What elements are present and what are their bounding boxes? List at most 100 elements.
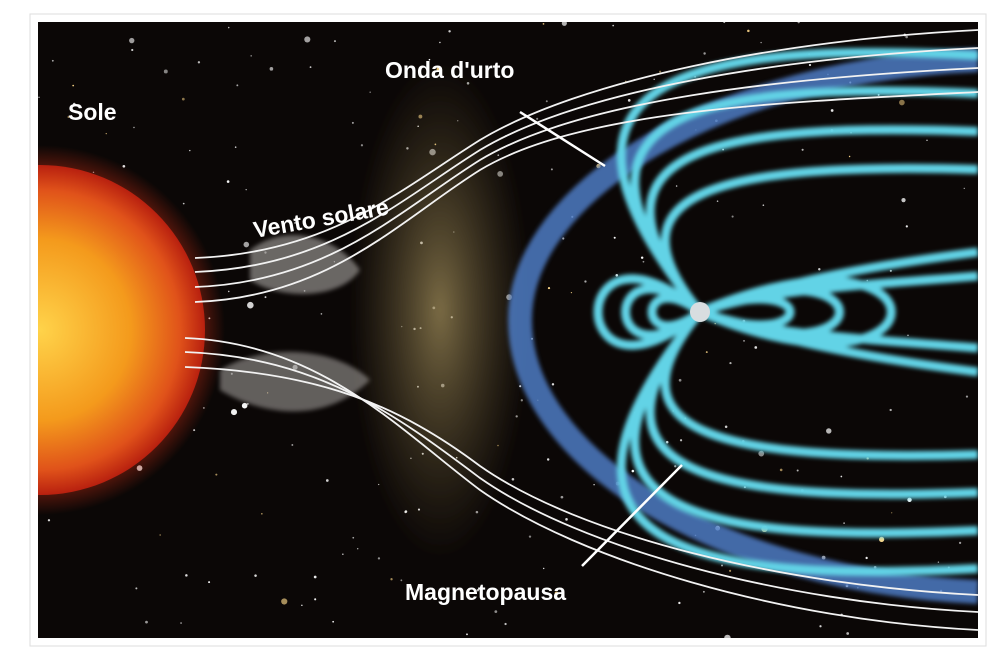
star (780, 469, 783, 472)
star (760, 42, 761, 43)
illustration: Sole Vento solare Onda d'urto Magnetopau… (0, 21, 978, 642)
star (890, 270, 892, 272)
star (612, 25, 614, 27)
star (724, 635, 731, 642)
star (265, 296, 267, 298)
star (562, 21, 567, 26)
star (270, 67, 274, 71)
star (678, 602, 680, 604)
star (466, 633, 468, 635)
star (747, 30, 750, 33)
star (754, 346, 757, 349)
star (676, 185, 678, 187)
star (891, 512, 892, 513)
star (552, 383, 554, 385)
diagram: Sole Vento solare Onda d'urto Magnetopau… (0, 0, 997, 654)
star (251, 55, 252, 56)
star (721, 565, 723, 567)
star (400, 579, 402, 581)
star (666, 441, 669, 444)
star (907, 335, 908, 336)
star (390, 578, 392, 580)
star (301, 605, 302, 606)
star (133, 127, 134, 128)
star (546, 100, 548, 102)
star (717, 200, 719, 202)
star (938, 561, 939, 562)
star (310, 66, 312, 68)
star (180, 622, 182, 624)
star (512, 478, 515, 481)
star (342, 553, 343, 554)
star (106, 133, 107, 134)
star (439, 42, 440, 43)
star (326, 479, 329, 482)
star (561, 496, 564, 499)
star (332, 621, 334, 623)
label: Onda d'urto (385, 57, 514, 83)
star (244, 242, 250, 248)
star (378, 557, 380, 559)
star (715, 323, 716, 324)
star (247, 302, 254, 309)
star (906, 225, 908, 227)
star (959, 542, 961, 544)
star (52, 60, 54, 62)
star (547, 458, 549, 460)
star (703, 52, 705, 54)
star (849, 156, 850, 157)
star (543, 23, 545, 25)
star (584, 280, 586, 282)
star (304, 36, 310, 42)
compressed-plasma (350, 60, 530, 560)
star (314, 576, 317, 579)
star (653, 79, 654, 80)
star (357, 548, 358, 549)
star (798, 21, 800, 23)
star (628, 99, 631, 102)
star (236, 84, 238, 86)
star (826, 428, 831, 433)
star (129, 38, 134, 43)
star (818, 268, 820, 270)
star (732, 216, 734, 218)
star (160, 534, 161, 535)
star (571, 292, 572, 293)
star (228, 27, 230, 29)
label: Magnetopausa (405, 579, 566, 605)
star (890, 409, 892, 411)
star (321, 313, 323, 315)
star (901, 198, 905, 202)
page: {"labels": {"sun": "Sole", "solar_wind":… (0, 0, 997, 654)
earth (690, 302, 710, 322)
label: Sole (68, 99, 117, 125)
star (182, 98, 185, 101)
star (281, 598, 287, 604)
star (679, 379, 682, 382)
star (135, 587, 137, 589)
star (905, 36, 908, 39)
star (831, 109, 834, 112)
star (72, 85, 74, 87)
star (763, 204, 765, 206)
star (361, 144, 363, 146)
star (261, 513, 262, 514)
star (352, 122, 354, 124)
star (797, 470, 799, 472)
star (643, 261, 645, 263)
star (235, 146, 237, 148)
star (189, 150, 190, 151)
star (674, 465, 676, 467)
star (723, 21, 725, 23)
star (227, 180, 230, 183)
star (543, 568, 544, 569)
star (536, 118, 538, 120)
star (504, 623, 506, 625)
star (314, 598, 316, 600)
star (809, 64, 811, 66)
star (183, 203, 185, 205)
star (352, 537, 354, 539)
star (565, 518, 568, 521)
star (254, 574, 257, 577)
star (632, 470, 635, 473)
